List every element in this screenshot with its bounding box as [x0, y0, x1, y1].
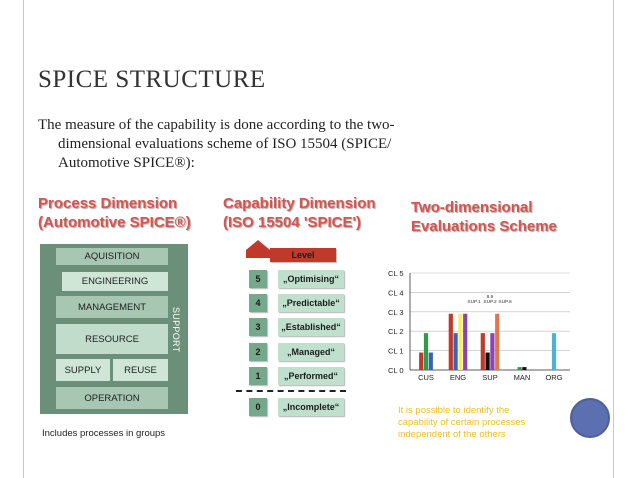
process-dimension-heading: Process Dimension (Automotive SPICE®) — [38, 194, 191, 232]
level-label: „Optimising“ — [278, 270, 344, 288]
x-tick-label: MAN — [514, 373, 531, 382]
bar — [448, 313, 453, 370]
operation-box: OPERATION — [56, 387, 168, 409]
level-number: 3 — [249, 318, 267, 336]
incomplete-divider — [236, 390, 346, 392]
evaluation-note: It is possible to identify the capabilit… — [398, 405, 558, 441]
level-label: „Managed“ — [278, 343, 344, 361]
evaluation-heading: Two-dimensional Evaluations Scheme — [411, 198, 557, 236]
chart-annotation: 8.9 — [487, 294, 494, 300]
heading-line: (ISO 15504 'SPICE') — [223, 214, 362, 231]
reuse-box: REUSE — [113, 359, 168, 381]
side-label-left: PROCESS IMPROVEMENT — [26, 234, 36, 354]
x-tick-label: ENG — [450, 373, 466, 382]
body-line: dimensional evaluations scheme of ISO 15… — [58, 136, 392, 152]
engineering-box: ENGINEERING — [62, 272, 168, 291]
note-line: It is possible to identify the — [398, 405, 510, 416]
level-label: „Incomplete“ — [278, 398, 344, 416]
left-border-line — [23, 0, 24, 478]
note-line: capability of certain processes — [398, 417, 526, 428]
level-label: „Established“ — [278, 318, 344, 336]
level-number: 4 — [249, 294, 267, 312]
heading-line: Evaluations Scheme — [411, 218, 557, 235]
chart-annotation: SUP.1 — [467, 299, 481, 305]
process-dimension-diagram: PROCESS IMPROVEMENT SUPPORT AQUISITION E… — [26, 235, 188, 414]
x-tick-label: ORG — [545, 373, 562, 382]
chart-annotation: SUP.8 — [498, 299, 512, 305]
level-header: Level — [270, 248, 336, 262]
y-tick-label: CL 2 — [388, 327, 404, 336]
x-tick-label: SUP — [482, 373, 497, 382]
y-tick-label: CL 3 — [388, 308, 404, 317]
aquisition-box: AQUISITION — [56, 248, 168, 265]
side-label-right: SUPPORT — [171, 307, 181, 353]
bar — [423, 333, 429, 370]
house-icon — [246, 240, 270, 258]
chart-annotation: SUP.2 — [483, 299, 497, 305]
bar — [522, 367, 527, 370]
level-number: 5 — [249, 270, 267, 288]
management-box: MANAGEMENT — [56, 296, 168, 318]
bar — [463, 313, 468, 370]
y-tick-label: CL 5 — [388, 269, 404, 278]
heading-line: Capability Dimension — [223, 195, 376, 212]
bar — [428, 352, 433, 370]
right-border-line — [613, 0, 614, 478]
bar — [458, 313, 463, 370]
body-line: The measure of the capability is done ac… — [38, 117, 395, 133]
heading-line: (Automotive SPICE®) — [38, 214, 191, 231]
level-label: „Predictable“ — [278, 294, 344, 312]
heading-line: Two-dimensional — [411, 199, 533, 216]
bar — [517, 367, 522, 370]
bar — [419, 352, 424, 370]
resource-box: RESOURCE — [56, 324, 168, 354]
x-tick-label: CUS — [418, 373, 434, 382]
evaluation-chart: CL 0 CL 1 CL 2 CL 3 CL 4 CL 5 CUS ENG SUP MAN ORG S… — [388, 269, 570, 382]
process-caption: Includes processes in groups — [42, 428, 166, 439]
level-label: „Performed“ — [278, 367, 344, 385]
capability-dimension-heading: Capability Dimension (ISO 15504 'SPICE') — [223, 194, 376, 232]
body-text: The measure of the capability is done ac… — [38, 116, 488, 173]
bar — [453, 333, 458, 370]
level-number: 0 — [249, 398, 267, 416]
heading-line: Process Dimension — [38, 195, 178, 212]
y-tick-label: CL 1 — [388, 347, 404, 356]
y-tick-label: CL 0 — [388, 366, 404, 375]
bar — [480, 333, 485, 370]
level-number: 1 — [249, 367, 267, 385]
bar — [490, 333, 495, 370]
bar — [551, 333, 557, 370]
slide-title: SPICE STRUCTURE — [38, 66, 266, 93]
bar — [485, 352, 490, 370]
y-tick-label: CL 4 — [388, 288, 404, 297]
level-number: 2 — [249, 343, 267, 361]
decorative-circle — [570, 398, 610, 438]
bar — [495, 313, 500, 370]
body-line: Automotive SPICE®): — [58, 155, 195, 171]
supply-box: SUPPLY — [56, 359, 110, 381]
note-line: independent of the others — [398, 429, 506, 440]
